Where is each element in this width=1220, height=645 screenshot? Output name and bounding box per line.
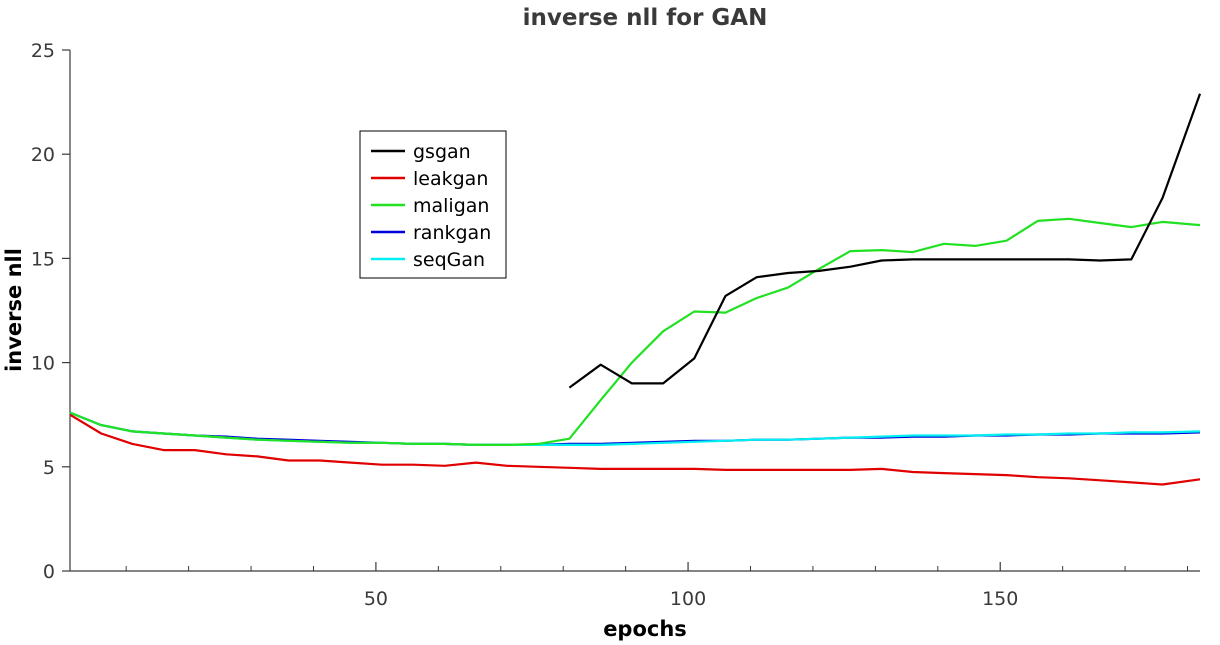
y-tick-label: 5 (43, 457, 55, 479)
y-tick-label: 25 (31, 40, 55, 62)
series-line-maligan (69, 217, 1201, 446)
series-line-gsgan (568, 93, 1202, 389)
y-tick-label: 20 (31, 144, 55, 166)
legend-label-maligan: maligan (413, 195, 489, 217)
y-axis-ticks: 0 5 10 15 20 25 (31, 40, 70, 583)
x-tick-label: 100 (670, 588, 706, 610)
chart-title: inverse nll for GAN (523, 5, 768, 31)
y-tick-label: 15 (31, 248, 55, 270)
x-axis-label: epochs (603, 617, 687, 641)
y-axis-label: inverse nll (2, 248, 26, 372)
legend: gsgan leakgan maligan rankgan seqGan (359, 130, 507, 279)
x-tick-label: 150 (982, 588, 1018, 610)
legend-label-gsgan: gsgan (413, 141, 471, 163)
plot-area: 0 5 10 15 20 25 50 100 150 (31, 40, 1202, 610)
series-line-leakgan (69, 413, 1201, 486)
legend-items: gsgan leakgan maligan rankgan seqGan (371, 141, 491, 271)
y-tick-label: 10 (31, 353, 55, 375)
x-axis-ticks: 50 100 150 (125, 562, 1189, 610)
legend-label-seqGan: seqGan (413, 249, 485, 271)
legend-label-rankgan: rankgan (413, 222, 491, 244)
series-lines (69, 93, 1202, 486)
x-tick-label: 50 (364, 588, 388, 610)
y-tick-label: 0 (43, 561, 55, 583)
legend-label-leakgan: leakgan (413, 168, 488, 190)
